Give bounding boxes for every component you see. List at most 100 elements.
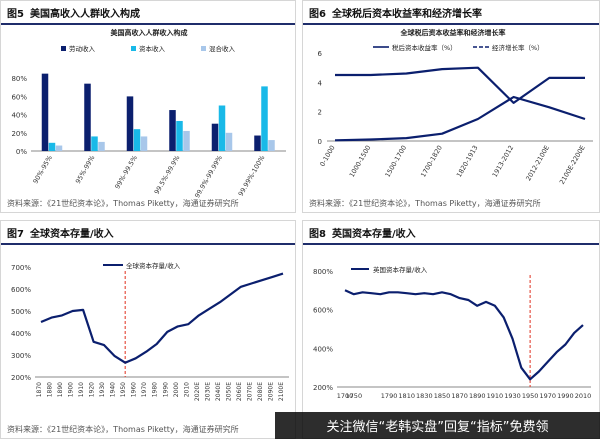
legend-label: 经济增长率（%） (492, 43, 544, 52)
bar (211, 123, 219, 151)
figure-number: 图6 (309, 8, 326, 20)
panel-header: 图6 全球税后资本收益率和经济增长率 (303, 1, 599, 25)
y-tick-label: 40% (11, 112, 27, 120)
bar (55, 145, 63, 151)
series-line (334, 95, 586, 142)
x-tick-label: 2060E (236, 382, 243, 401)
y-tick-label: 400% (313, 345, 333, 353)
x-tick-label: 90%-95% (31, 154, 54, 185)
x-tick-label: 1700 (337, 392, 354, 400)
figure-title: 全球税后资本收益率和经济增长率 (331, 8, 482, 20)
x-tick-label: 1890 (57, 382, 64, 397)
bar (218, 105, 226, 151)
y-tick-label: 600% (11, 286, 31, 294)
y-tick-label: 700% (11, 264, 31, 272)
x-tick-label: 1700-1820 (419, 144, 444, 179)
x-tick-label: 1870 (36, 382, 43, 397)
x-tick-label: 2080E (257, 382, 264, 401)
x-tick-label: 1913-2012 (491, 144, 516, 179)
chart-return-vs-growth: 全球税后资本收益率和经济增长率 0 2 4 6 税后资本收益率（%） 经济增长率（%） 0-1… (318, 28, 593, 186)
x-tick-label: 1910 (487, 392, 504, 400)
x-tick-label: 2012-2100E (524, 144, 551, 182)
source-note: 资料来源：《21世纪资本论》，Thomas Piketty，海通证券研究所 (7, 425, 239, 434)
legend-label: 混合收入 (209, 44, 236, 53)
x-tick-label: 1870 (451, 392, 468, 400)
figure-number: 图5 (7, 8, 24, 20)
x-tick-label: 1750 (346, 392, 363, 400)
y-tick-label: 0% (16, 148, 27, 156)
x-tick-label: 1940 (110, 382, 117, 397)
figure-number: 图7 (7, 228, 24, 240)
x-tick-label: 1990 (557, 392, 574, 400)
y-tick-label: 500% (11, 308, 31, 316)
legend-label: 英国资本存量/收入 (373, 265, 428, 274)
y-tick-label: 200% (11, 374, 31, 382)
x-tick-label: 99.99%-100% (237, 154, 267, 198)
x-tick-label: 1880 (47, 382, 54, 397)
x-tick-label: 1960 (131, 382, 138, 397)
bar (98, 141, 105, 151)
bar (140, 136, 148, 151)
x-tick-label: 1990 (162, 382, 169, 397)
x-tick-label: 1810 (398, 392, 415, 400)
source-note: 资料来源：《21世纪资本论》，Thomas Piketty，海通证券研究所 (309, 199, 541, 208)
y-tick-label: 400% (11, 330, 31, 338)
legend-label: 全球资本存量/收入 (126, 261, 181, 270)
x-tick-label: 2020E (194, 382, 201, 401)
x-tick-label: 0-1000 (318, 144, 336, 168)
x-tick-label: 1970 (141, 382, 148, 397)
series-line (344, 289, 584, 381)
figure-title: 英国资本存量/收入 (331, 228, 416, 240)
x-tick-label: 1900 (68, 382, 75, 397)
bar (254, 135, 261, 151)
chart-title: 全球税后资本收益率和经济增长率 (400, 28, 506, 37)
chart-title: 美国高收入人群收入构成 (111, 28, 188, 37)
figure-title: 美国高收入人群收入构成 (29, 8, 140, 20)
x-tick-label: 99%-99.5% (113, 154, 139, 190)
x-tick-label: 99.9%-99.99% (193, 154, 224, 199)
x-tick-label: 1920 (89, 382, 96, 397)
bar (183, 130, 190, 151)
y-tick-label: 80% (11, 75, 27, 83)
x-tick-label: 1910 (78, 382, 85, 397)
legend-label: 资本收入 (139, 44, 166, 53)
x-tick-label: 1980 (152, 382, 159, 397)
y-tick-label: 2 (318, 109, 322, 117)
x-tick-label: 1790 (381, 392, 398, 400)
bar (84, 83, 91, 151)
panel-header: 图5 美国高收入人群收入构成 (1, 1, 295, 25)
legend-label: 劳动收入 (69, 44, 96, 53)
panel-header: 图7 全球资本存量/收入 (1, 221, 295, 245)
x-tick-label: 2030E (204, 382, 211, 401)
x-tick-label: 2050E (225, 382, 232, 401)
panel-global-return: 图6 全球税后资本收益率和经济增长率 全球税后资本收益率和经济增长率 0 2 4 6 税后… (302, 0, 600, 213)
x-tick-label: 1500-1700 (384, 144, 409, 179)
wechat-banner: 关注微信“老韩实盘”回复“指标”免费领 (275, 412, 600, 439)
x-tick-label: 1950 (522, 392, 539, 400)
x-tick-label: 1970 (539, 392, 556, 400)
x-tick-label: 1820-1913 (455, 144, 480, 179)
bar (48, 142, 56, 151)
x-tick-label: 1950 (120, 382, 127, 397)
x-tick-label: 2040E (215, 382, 222, 401)
x-tick-label: 99.5%-99.9% (153, 154, 182, 196)
x-tick-label: 2100E-2200E (558, 144, 587, 186)
x-tick-label: 2000 (173, 382, 180, 397)
bar (91, 136, 98, 151)
x-tick-label: 1930 (504, 392, 521, 400)
y-tick-label: 600% (313, 307, 333, 315)
bar (133, 129, 141, 151)
x-tick-label: 1930 (99, 382, 106, 397)
legend-swatch (201, 46, 206, 51)
y-tick-label: 300% (11, 352, 31, 360)
x-tick-label: 2010 (575, 392, 592, 400)
bar (176, 120, 183, 151)
bar (261, 86, 268, 151)
x-tick-label: 2090E (267, 382, 274, 401)
panel-global-capital: 图7 全球资本存量/收入 200% 300% 400% 500% 600% 700% 全球资… (0, 220, 296, 439)
y-tick-label: 4 (318, 79, 323, 87)
bar (268, 140, 275, 151)
bar (126, 96, 134, 151)
y-tick-label: 800% (313, 268, 333, 276)
